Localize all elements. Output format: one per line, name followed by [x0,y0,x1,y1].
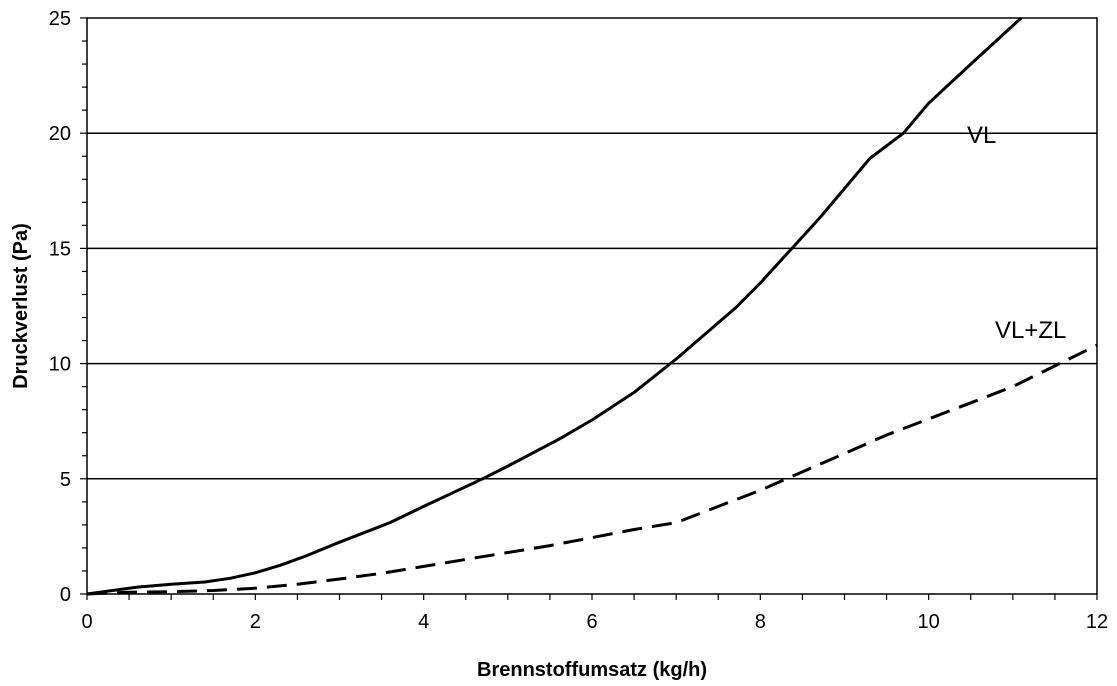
x-axis-ticks [86,594,1098,600]
series-labels: VL VL+ZL [967,122,1066,344]
y-tick-label: 20 [49,123,71,145]
series-line-vl [86,16,1023,596]
y-tick-labels: 0 5 10 15 20 25 [49,8,71,606]
x-tick-labels: 0 2 4 6 8 10 12 [81,611,1108,633]
series-label-vl: VL [967,122,996,149]
x-tick-label: 8 [755,611,766,633]
y-tick-label: 15 [49,238,71,260]
horizontal-gridlines [87,132,1097,480]
x-tick-label: 2 [250,611,261,633]
x-tick-label: 6 [586,611,597,633]
plot-frame [86,17,1098,595]
x-tick-label: 0 [81,611,92,633]
y-tick-label: 5 [60,469,71,491]
y-axis-ticks [80,17,87,595]
series-label-vl-zl: VL+ZL [995,317,1066,344]
y-tick-label: 10 [49,354,71,376]
series-lines [86,16,1098,596]
x-tick-label: 4 [418,611,429,633]
x-tick-label: 10 [918,611,940,633]
x-axis-title: Brennstoffumsatz (kg/h) [477,659,707,681]
y-axis-title: Druckverlust (Pa) [10,223,32,389]
y-tick-label: 25 [49,8,71,30]
series-line-vl-zl [86,343,1098,596]
y-tick-label: 0 [60,584,71,606]
x-tick-label: 12 [1086,611,1108,633]
